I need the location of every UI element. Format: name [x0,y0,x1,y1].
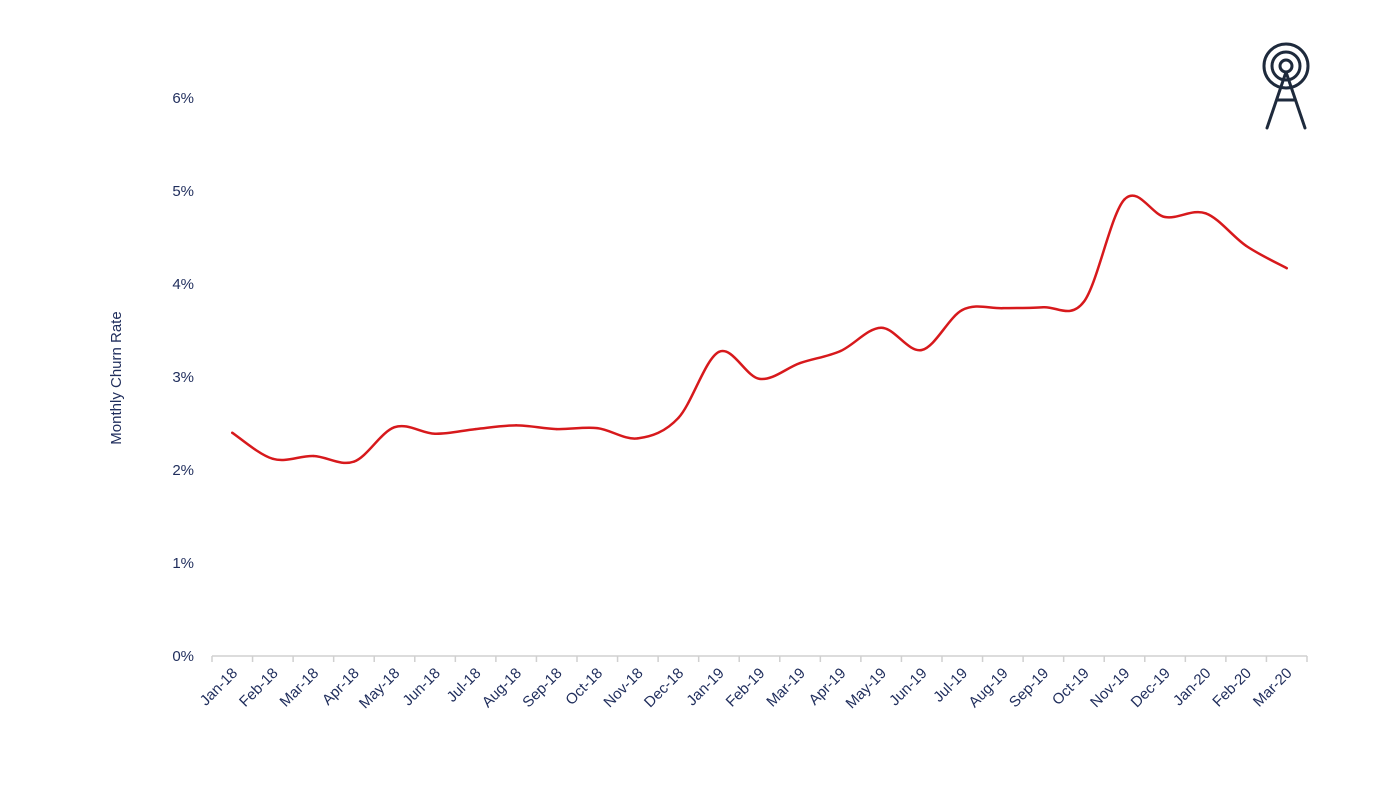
x-tick-label: Jan-20 [1170,665,1214,709]
data-point [717,350,721,354]
x-tick-label: Apr-19 [806,665,850,709]
x-tick-label: Mar-18 [277,665,323,711]
data-point [312,454,315,458]
data-point [352,460,356,463]
x-tick-label: Jun-18 [399,665,443,709]
data-point [1163,215,1167,219]
data-point [514,424,518,427]
data-point [961,308,964,312]
x-tick-label: Sep-18 [519,665,565,711]
x-tick-label: May-19 [843,665,890,712]
data-point [433,432,437,435]
x-tick-label: Jan-18 [197,665,241,709]
x-tick-label: Jun-19 [886,665,930,709]
data-point [1001,306,1005,310]
x-tick-label: Nov-19 [1087,665,1133,711]
data-point [1204,212,1207,215]
data-point [758,377,761,381]
x-tick-label: May-18 [356,665,403,712]
data-point [879,326,883,329]
x-tick-label: Oct-18 [562,665,606,709]
radio-tower-icon [1262,42,1310,130]
y-tick-label: 4% [172,276,194,293]
series-layer [231,194,1288,465]
data-point [920,348,923,352]
x-axis [211,655,1308,662]
y-tick-label: 1% [172,555,194,572]
data-point [1123,198,1126,201]
y-tick-label: 5% [172,183,194,200]
x-tick-label: Mar-19 [763,665,809,711]
data-point [1082,300,1086,303]
x-tick-label: Nov-18 [600,665,646,711]
data-point [555,427,558,431]
x-tick-label: Aug-18 [479,665,525,711]
data-point [636,437,640,440]
series-line [231,194,1288,465]
data-point [393,426,396,429]
x-tick-label: Dec-18 [641,665,687,711]
y-axis-title: Monthly Churn Rate [108,311,125,444]
x-tick-label: Feb-20 [1209,665,1255,711]
y-tick-label: 3% [172,369,194,386]
data-point [1244,244,1248,248]
y-tick-label: 2% [172,462,194,479]
data-point [798,361,802,365]
data-point [231,431,234,434]
x-tick-label: Oct-19 [1049,665,1093,709]
data-point [1285,266,1288,270]
data-point [474,427,477,431]
x-tick-label: Dec-19 [1128,665,1174,711]
data-point [271,457,275,461]
x-tick-label: Apr-18 [319,665,363,709]
y-tick-label: 6% [172,90,194,107]
x-tick-label: Jan-19 [683,665,727,709]
data-point [677,416,680,420]
x-tick-label: Sep-19 [1006,665,1052,711]
data-point [839,349,842,353]
x-tick-label: Aug-19 [965,665,1011,711]
x-tick-label: Mar-20 [1250,665,1296,711]
data-point [1042,306,1045,309]
data-point [596,426,599,430]
y-axis-ticks: 0% 1% 2% 3% 4% 5% 6% [172,90,194,665]
x-tick-label: Feb-19 [723,665,769,711]
x-tick-label: Feb-18 [236,665,282,711]
y-tick-label: 0% [172,648,194,665]
